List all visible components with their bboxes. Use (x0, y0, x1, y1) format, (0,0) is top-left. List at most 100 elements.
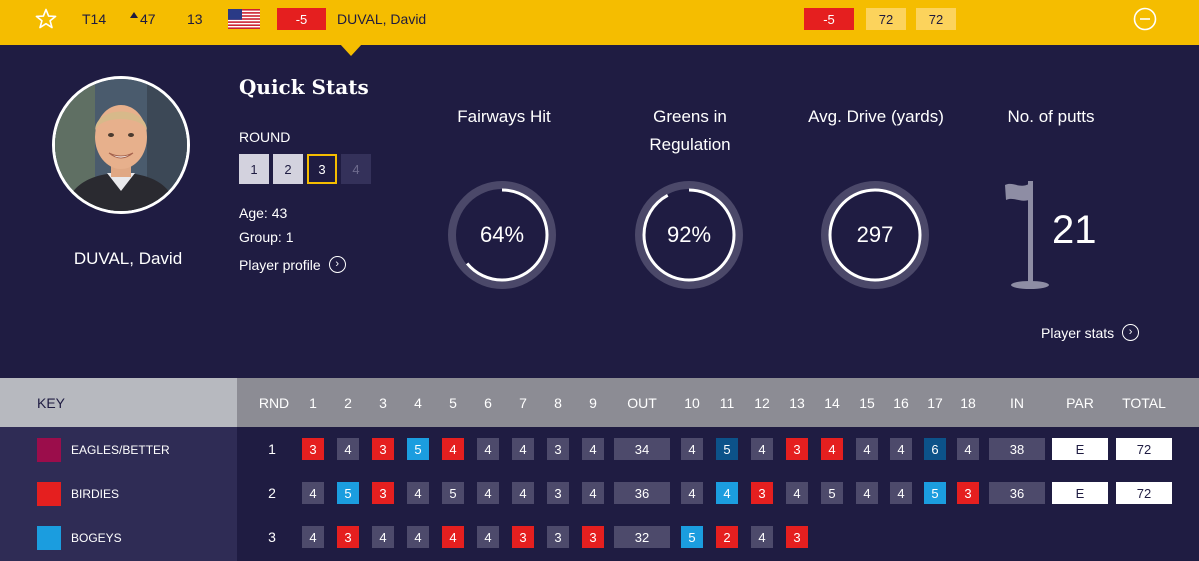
out-total: 36 (614, 482, 670, 504)
key-item-bogeys: BOGEYS (0, 516, 237, 560)
hole-score: 4 (856, 482, 878, 504)
hole-score: 2 (716, 526, 738, 548)
hole-score: 5 (924, 482, 946, 504)
today-score-badge: -5 (804, 8, 854, 30)
hole-score: 3 (372, 482, 394, 504)
to-par: E (1052, 482, 1108, 504)
greens-gauge-arc (642, 188, 736, 282)
hole-score: 3 (547, 482, 569, 504)
hole-score: 3 (547, 438, 569, 460)
round-1-score: 72 (866, 8, 906, 30)
drive-title: Avg. Drive (yards) (808, 107, 944, 126)
putts-value: 21 (1052, 208, 1097, 252)
header-hole-17: 17 (927, 394, 943, 411)
age-text: Age: 43 (239, 205, 288, 221)
panel-pointer (340, 44, 362, 56)
player-profile-label: Player profile (239, 256, 321, 273)
hole-score: 3 (512, 526, 534, 548)
hole-score: 4 (856, 438, 878, 460)
hole-score: 4 (751, 438, 773, 460)
avatar (52, 76, 190, 214)
key-item-eagles: EAGLES/BETTER (0, 428, 237, 472)
header-hole-12: 12 (754, 394, 770, 411)
hole-score: 5 (407, 438, 429, 460)
hole-score: 4 (477, 526, 499, 548)
hole-score: 3 (957, 482, 979, 504)
header-hole-7: 7 (519, 394, 527, 411)
to-par: E (1052, 438, 1108, 460)
eagles-swatch (37, 438, 61, 462)
total-score-badge: -5 (277, 8, 326, 30)
player-profile-link[interactable]: Player profile › (239, 256, 346, 273)
key-legend: KEY EAGLES/BETTER BIRDIES BOGEYS (0, 378, 237, 561)
header-hole-16: 16 (893, 394, 909, 411)
group-text: Group: 1 (239, 229, 294, 245)
fairways-title: Fairways Hit (457, 107, 551, 126)
header-hole-9: 9 (589, 394, 597, 411)
hole-score: 4 (477, 482, 499, 504)
movement-indicator: 47 (130, 0, 156, 38)
hole-score: 4 (407, 526, 429, 548)
hole-score: 4 (582, 438, 604, 460)
putts-title: No. of putts (1007, 107, 1095, 126)
hole-score: 4 (890, 438, 912, 460)
header-hole-10: 10 (684, 394, 700, 411)
collapse-minus-icon[interactable] (1133, 0, 1157, 38)
hole-score: 3 (786, 526, 808, 548)
hole-score: 5 (442, 482, 464, 504)
in-total: 38 (989, 438, 1045, 460)
player-stats-label: Player stats (1041, 324, 1115, 341)
player-row-bar[interactable]: T14 47 13 -5 DUVAL, David -5 72 72 (0, 0, 1199, 45)
player-stats-link[interactable]: Player stats › (1041, 324, 1140, 341)
hole-score: 4 (337, 438, 359, 460)
player-name: DUVAL, David (73, 249, 183, 268)
greens-title: Greens in Regulation (620, 103, 760, 159)
fairways-gauge-arc (455, 188, 549, 282)
header-in: IN (1010, 394, 1024, 411)
score-grid: RND 1 2 3 4 5 6 7 8 9 OUT 10 11 12 13 14 15 16 17 18 IN PAR TO… (237, 378, 1199, 561)
player-name-text[interactable]: DUVAL, David (337, 11, 427, 27)
round-3-button[interactable]: 3 (307, 154, 337, 184)
round-total: 72 (1116, 482, 1172, 504)
drive-value: 297 (856, 222, 894, 247)
header-hole-18: 18 (960, 394, 976, 411)
golf-flag-icon (1005, 181, 1049, 289)
hole-score: 4 (477, 438, 499, 460)
favorite-star-icon[interactable] (34, 0, 58, 38)
round-2-button[interactable]: 2 (273, 154, 303, 184)
key-item-label: EAGLES/BETTER (71, 443, 170, 457)
header-hole-8: 8 (554, 394, 562, 411)
hole-score: 4 (751, 526, 773, 548)
fairways-value: 64% (479, 222, 525, 247)
hole-score: 4 (372, 526, 394, 548)
fairways-gauge (448, 181, 556, 289)
round-total: 72 (1116, 438, 1172, 460)
hole-score: 4 (442, 526, 464, 548)
header-out: OUT (627, 394, 657, 411)
header-total: TOTAL (1122, 394, 1166, 411)
hole-score: 3 (337, 526, 359, 548)
quick-stats-panel: DUVAL, David Quick Stats ROUND 1 2 3 4 A… (0, 45, 1199, 378)
round-number: 1 (268, 441, 276, 457)
out-total: 34 (614, 438, 670, 460)
hole-score: 6 (924, 438, 946, 460)
in-total: 36 (989, 482, 1045, 504)
hole-score: 5 (337, 482, 359, 504)
drive-gauge (821, 181, 929, 289)
key-item-birdies: BIRDIES (0, 472, 237, 516)
header-hole-2: 2 (344, 394, 352, 411)
hole-score: 4 (582, 482, 604, 504)
round-1-button[interactable]: 1 (239, 154, 269, 184)
hole-score: 3 (302, 438, 324, 460)
header-hole-3: 3 (379, 394, 387, 411)
hole-score: 3 (786, 438, 808, 460)
key-item-label: BOGEYS (71, 531, 122, 545)
round-label: ROUND (239, 129, 291, 145)
usa-flag-icon (228, 0, 260, 38)
round-2-score: 72 (916, 8, 956, 30)
hole-score: 4 (407, 482, 429, 504)
up-arrow-icon (130, 11, 138, 18)
thru-text: 13 (187, 11, 203, 27)
hole-score: 4 (302, 526, 324, 548)
key-item-label: BIRDIES (71, 487, 120, 501)
